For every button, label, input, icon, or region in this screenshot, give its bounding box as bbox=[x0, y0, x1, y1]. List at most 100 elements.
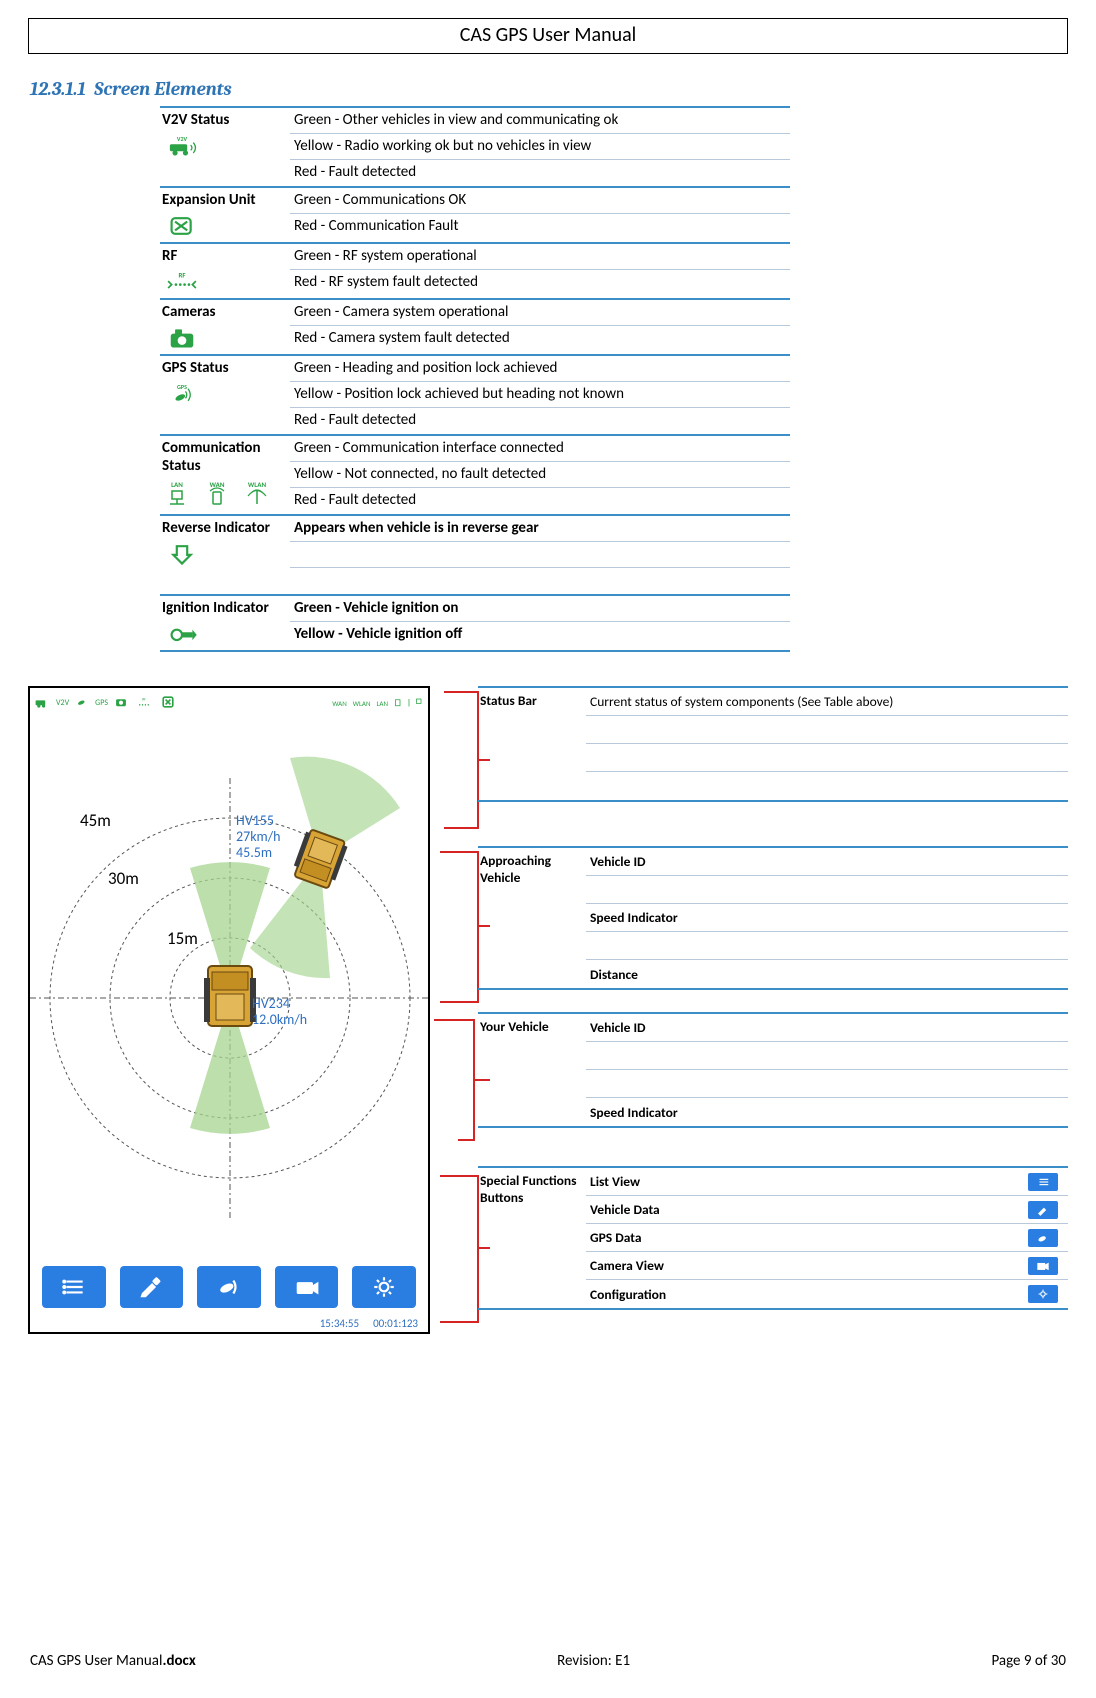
status-desc: Appears when vehicle is in reverse gear bbox=[290, 516, 790, 542]
status-name: Communication Status bbox=[162, 439, 288, 475]
annot-desc: Speed Indicator bbox=[586, 904, 1068, 932]
svg-text:GPS: GPS bbox=[177, 383, 187, 391]
configuration-button[interactable] bbox=[352, 1266, 416, 1308]
status-row-rf: RF RF Green - RF system operational Red … bbox=[160, 244, 790, 300]
status-desc: Red - RF system fault detected bbox=[290, 270, 790, 296]
approaching-vehicle-label: HV155 27km/h 45.5m bbox=[236, 813, 281, 861]
status-desc: Yellow - Radio working ok but no vehicle… bbox=[290, 134, 790, 160]
annot-desc bbox=[586, 876, 1068, 904]
svg-text:RF: RF bbox=[178, 271, 186, 280]
list-view-button[interactable] bbox=[42, 1266, 106, 1308]
annot-desc: Current status of system components (See… bbox=[586, 688, 1068, 716]
annot-name: Special Functions Buttons bbox=[478, 1168, 586, 1308]
annot-desc bbox=[586, 772, 1068, 800]
footer-page: Page 9 of 30 bbox=[992, 1652, 1066, 1670]
status-row-v2v: V2V Status V2V Green - Other vehicles in… bbox=[160, 108, 790, 188]
rf-icon: RF bbox=[162, 269, 202, 295]
expansion-icon bbox=[162, 213, 202, 239]
status-desc: Green - Camera system operational bbox=[290, 300, 790, 326]
annot-special-functions: Special Functions Buttons List View Vehi… bbox=[478, 1166, 1068, 1310]
cam-icon bbox=[1028, 1257, 1058, 1275]
comm-icon: LAN WAN WLAN bbox=[162, 479, 272, 507]
svg-text:V2V: V2V bbox=[177, 135, 188, 143]
svg-text:LAN: LAN bbox=[171, 480, 183, 489]
annot-status-bar: Status Bar Current status of system comp… bbox=[478, 686, 1068, 802]
footer-filename: CAS GPS User Manual.docx bbox=[30, 1652, 196, 1670]
status-desc: Green - Other vehicles in view and commu… bbox=[290, 108, 790, 134]
radar-display: 15m 30m 45m HV155 27km/h 45.5m HV234 12.… bbox=[30, 718, 428, 1258]
svg-text:WLAN: WLAN bbox=[248, 480, 267, 489]
status-row-reverse: Reverse Indicator Appears when vehicle i… bbox=[160, 516, 790, 596]
annot-approaching: Approaching Vehicle Vehicle ID Speed Ind… bbox=[478, 846, 1068, 990]
status-desc: Red - Camera system fault detected bbox=[290, 326, 790, 352]
annot-desc: Vehicle ID bbox=[586, 848, 1068, 876]
vehicle-data-button[interactable] bbox=[120, 1266, 184, 1308]
gear-icon bbox=[1028, 1285, 1058, 1303]
wrench-icon bbox=[1028, 1201, 1058, 1219]
radar-timestamps: 15:34:5500:01:123 bbox=[320, 1317, 418, 1330]
annot-desc bbox=[586, 1070, 1068, 1098]
annot-desc: Vehicle Data bbox=[586, 1196, 1068, 1224]
page-footer: CAS GPS User Manual.docx Revision: E1 Pa… bbox=[30, 1652, 1066, 1670]
status-desc: Green - Heading and position lock achiev… bbox=[290, 356, 790, 382]
status-desc: Green - Communication interface connecte… bbox=[290, 436, 790, 462]
annot-desc: List View bbox=[586, 1168, 1068, 1196]
status-table: V2V Status V2V Green - Other vehicles in… bbox=[160, 106, 790, 652]
reverse-icon bbox=[162, 541, 202, 567]
status-row-cameras: Cameras Green - Camera system operationa… bbox=[160, 300, 790, 356]
annot-desc bbox=[586, 1042, 1068, 1070]
v2v-icon: V2V bbox=[162, 133, 202, 159]
annot-desc: GPS Data bbox=[586, 1224, 1068, 1252]
annot-name: Status Bar bbox=[478, 688, 586, 800]
status-desc bbox=[290, 542, 790, 568]
sat-icon bbox=[1028, 1229, 1058, 1247]
status-desc: Green - Communications OK bbox=[290, 188, 790, 214]
ring-label-15: 15m bbox=[167, 928, 198, 949]
status-name: Ignition Indicator bbox=[162, 599, 288, 617]
gps-icon: GPS bbox=[162, 381, 202, 407]
status-desc: Red - Communication Fault bbox=[290, 214, 790, 240]
annotation-column: Status Bar Current status of system comp… bbox=[448, 686, 1068, 1334]
own-vehicle-label: HV234 12.0km/h bbox=[252, 996, 307, 1028]
status-row-expansion: Expansion Unit Green - Communications OK… bbox=[160, 188, 790, 244]
page-header: CAS GPS User Manual bbox=[28, 18, 1068, 54]
status-name: RF bbox=[162, 247, 288, 265]
annot-desc: Speed Indicator bbox=[586, 1098, 1068, 1126]
status-name: V2V Status bbox=[162, 111, 288, 129]
ring-label-45: 45m bbox=[80, 810, 111, 831]
status-desc: Green - Vehicle ignition on bbox=[290, 596, 790, 622]
ring-label-30: 30m bbox=[108, 868, 139, 889]
annot-desc bbox=[586, 716, 1068, 744]
footer-revision: Revision: E1 bbox=[557, 1652, 630, 1670]
status-name: Reverse Indicator bbox=[162, 519, 288, 537]
section-title: Screen Elements bbox=[94, 78, 231, 100]
annot-desc: Camera View bbox=[586, 1252, 1068, 1280]
annot-name: Your Vehicle bbox=[478, 1014, 586, 1126]
status-desc: Green - RF system operational bbox=[290, 244, 790, 270]
gps-data-button[interactable] bbox=[197, 1266, 261, 1308]
status-desc: Red - Fault detected bbox=[290, 160, 790, 186]
section-heading: 12.3.1.1 Screen Elements bbox=[30, 78, 1068, 100]
status-name: GPS Status bbox=[162, 359, 288, 377]
list-icon bbox=[1028, 1173, 1058, 1191]
radar-button-bar bbox=[42, 1266, 416, 1308]
annot-desc: Distance bbox=[586, 960, 1068, 988]
annot-desc: Vehicle ID bbox=[586, 1014, 1068, 1042]
annot-desc bbox=[586, 932, 1068, 960]
radar-screen: V2V GPS RF WAN WLAN LAN bbox=[28, 686, 430, 1334]
status-desc: Yellow - Vehicle ignition off bbox=[290, 622, 790, 648]
annot-your-vehicle: Your Vehicle Vehicle ID Speed Indicator bbox=[478, 1012, 1068, 1128]
status-desc: Red - Fault detected bbox=[290, 488, 790, 514]
annot-name: Approaching Vehicle bbox=[478, 848, 586, 988]
camera-icon bbox=[162, 325, 202, 351]
annot-desc: Configuration bbox=[586, 1280, 1068, 1308]
ignition-icon bbox=[162, 621, 202, 647]
camera-view-button[interactable] bbox=[275, 1266, 339, 1308]
status-desc: Yellow - Not connected, no fault detecte… bbox=[290, 462, 790, 488]
status-row-ignition: Ignition Indicator Green - Vehicle ignit… bbox=[160, 596, 790, 652]
status-desc: Red - Fault detected bbox=[290, 408, 790, 434]
status-name: Expansion Unit bbox=[162, 191, 288, 209]
status-desc bbox=[290, 568, 790, 594]
status-desc: Yellow - Position lock achieved but head… bbox=[290, 382, 790, 408]
svg-text:RF: RF bbox=[142, 697, 146, 701]
